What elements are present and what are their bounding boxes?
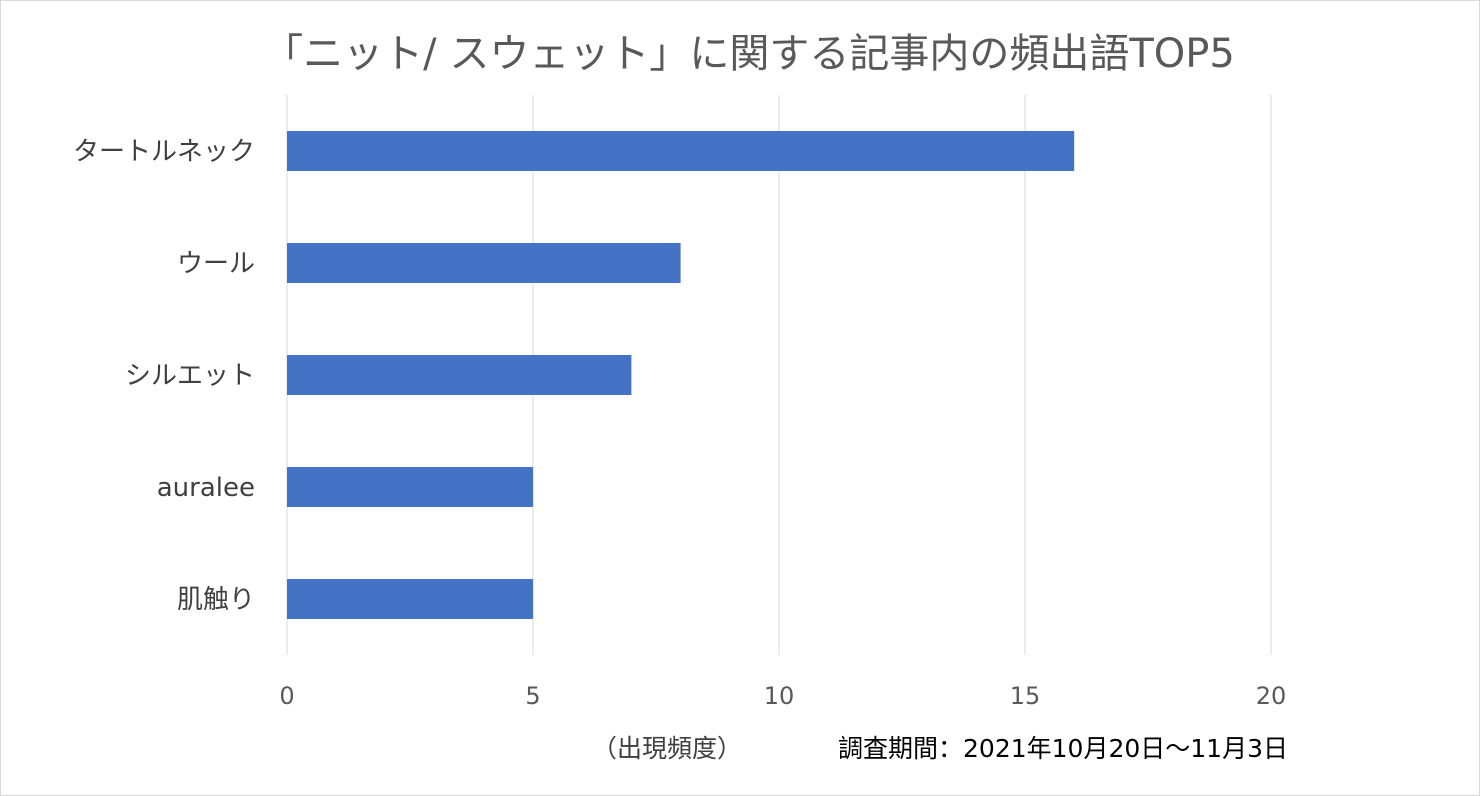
- x-tick-label: 15: [1010, 682, 1041, 710]
- category-label: タートルネック: [73, 137, 255, 167]
- category-label: 肌触り: [177, 585, 255, 615]
- bar: [287, 243, 681, 283]
- x-axis-label: （出現頻度）: [592, 734, 742, 763]
- bar: [287, 355, 632, 395]
- bars: [287, 131, 1075, 619]
- survey-period-note: 調査期間：2021年10月20日〜11月3日: [838, 734, 1288, 763]
- x-tick-label: 10: [764, 682, 795, 710]
- category-label: ウール: [177, 249, 255, 279]
- gridlines: [286, 95, 1272, 655]
- x-tick-label: 0: [279, 682, 294, 710]
- x-tick-label: 20: [1256, 682, 1287, 710]
- x-tick-label: 5: [525, 682, 540, 710]
- bar: [287, 579, 533, 619]
- x-tick-labels: 0 5 10 15 20: [279, 682, 1286, 710]
- chart-title: 「ニット/ スウェット」に関する記事内の頻出語TOP5: [263, 31, 1235, 77]
- bar: [287, 467, 533, 507]
- bar: [287, 131, 1075, 171]
- category-label: auralee: [157, 473, 255, 503]
- category-label: シルエット: [125, 361, 255, 391]
